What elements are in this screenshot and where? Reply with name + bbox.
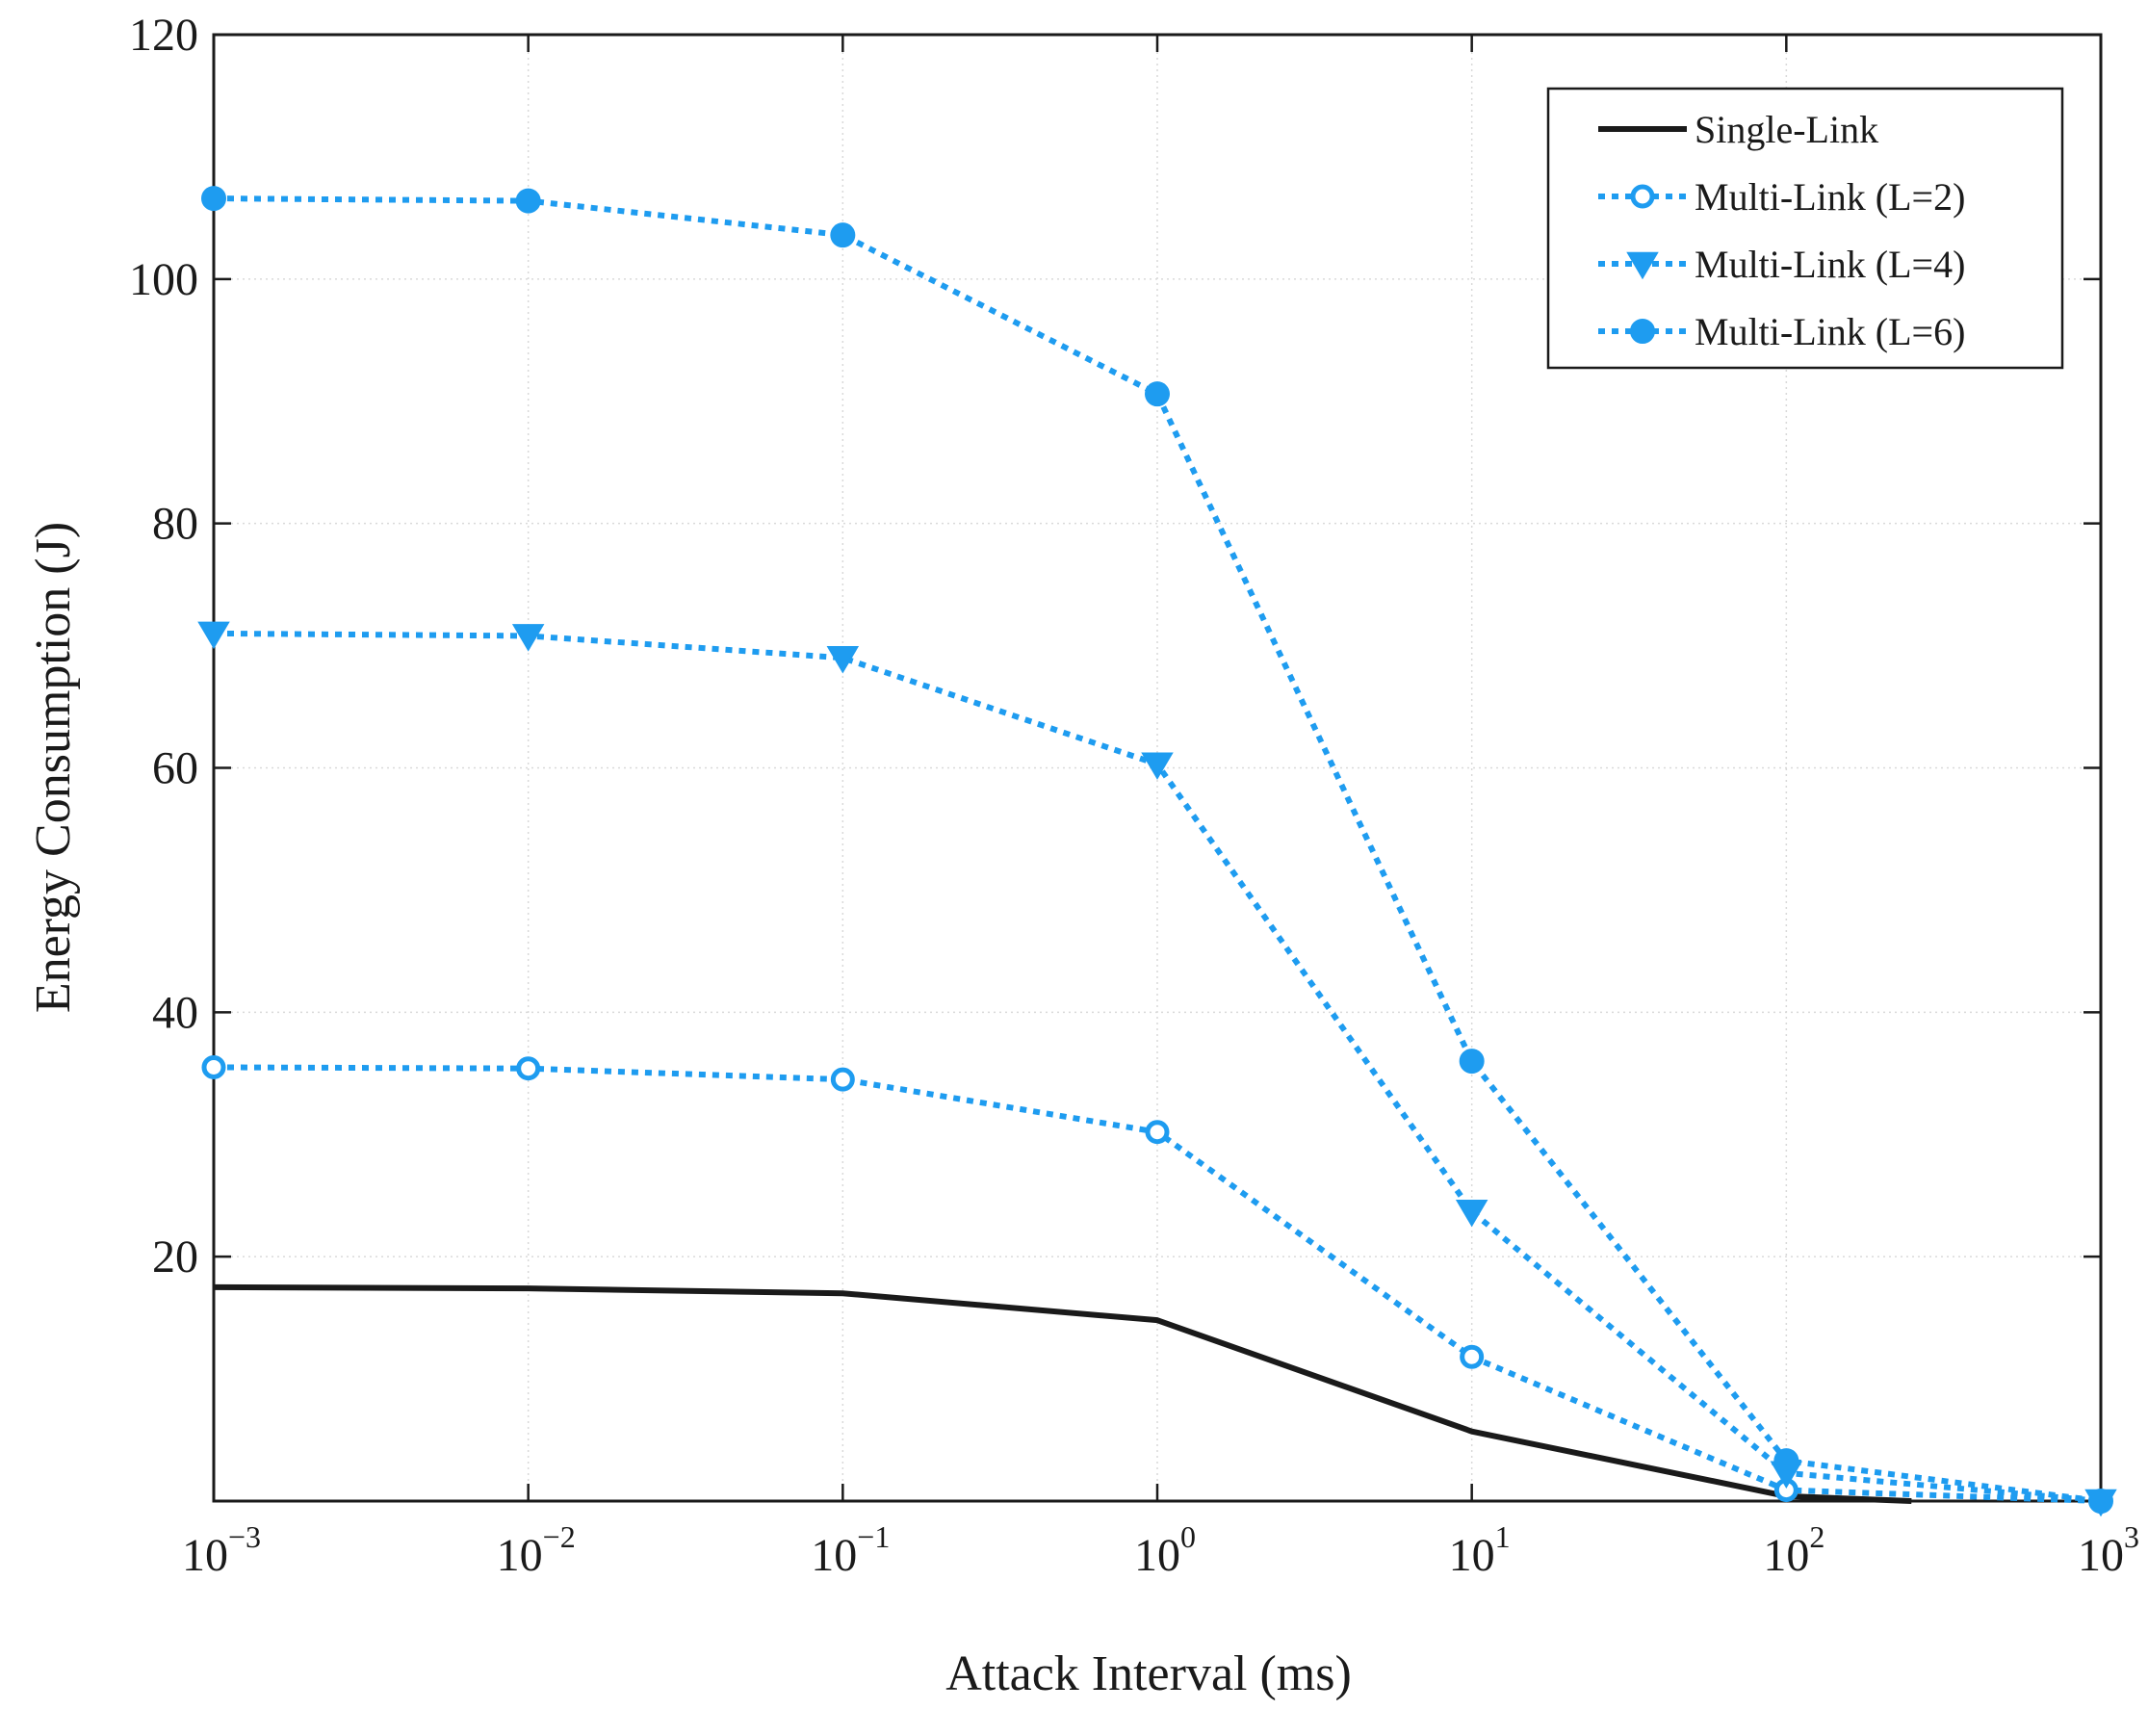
legend-entry: Multi-Link (L=6)	[1598, 310, 1965, 353]
legend-marker	[1630, 184, 1655, 209]
x-tick-label: 10−3	[182, 1519, 261, 1581]
data-point	[1459, 1049, 1485, 1075]
series-line	[213, 1283, 1912, 1504]
x-tick-label: 101	[1449, 1519, 1511, 1581]
x-tick-label: 100	[1134, 1519, 1196, 1581]
axis-ticks: 20 40 60 80 100 120 10−3 10−2 10−1 100 101 102 103	[129, 10, 2139, 1581]
legend-entry: Single-Link	[1598, 108, 1878, 151]
data-point	[515, 188, 541, 214]
data-point	[1145, 381, 1170, 407]
x-tick-label: 10−1	[811, 1519, 890, 1581]
legend-label: Multi-Link (L=2)	[1695, 175, 1965, 219]
data-point	[1460, 1344, 1485, 1369]
data-point	[511, 624, 545, 652]
series-1	[213, 1283, 1912, 1504]
data-point	[1773, 1448, 1799, 1474]
y-axis-title: Energy Consumption (J)	[26, 522, 81, 1013]
x-tick-label: 10−2	[497, 1519, 576, 1581]
legend-marker	[1630, 319, 1655, 344]
data-point	[201, 186, 226, 212]
legend-entry: Multi-Link (L=2)	[1598, 175, 1965, 219]
data-point	[1141, 752, 1174, 780]
data-point	[201, 1054, 226, 1079]
y-tick-label: 80	[152, 499, 198, 550]
data-point	[826, 646, 860, 674]
y-tick-label: 20	[152, 1231, 198, 1283]
data-point	[1145, 1120, 1170, 1145]
legend-box	[1546, 87, 2064, 370]
data-point	[2088, 1489, 2113, 1514]
data-series	[197, 186, 2117, 1517]
legend: Single-Link Multi-Link (L=2) Multi-Link (L…	[1546, 87, 2064, 370]
x-axis-title: Attack Interval (ms)	[945, 1646, 1352, 1701]
y-tick-label: 120	[129, 10, 198, 61]
legend-marker	[1626, 251, 1659, 280]
legend-entry: Multi-Link (L=4)	[1598, 243, 1965, 286]
x-tick-label: 103	[2078, 1519, 2139, 1581]
data-point	[830, 222, 856, 248]
legend-label: Multi-Link (L=4)	[1695, 243, 1965, 286]
y-tick-label: 60	[152, 743, 198, 794]
x-tick-label: 102	[1763, 1519, 1825, 1581]
data-point	[516, 1056, 541, 1081]
data-point	[830, 1067, 855, 1092]
data-point	[197, 621, 230, 650]
data-point	[1455, 1199, 1488, 1228]
y-tick-label: 100	[129, 254, 198, 305]
legend-label: Multi-Link (L=6)	[1695, 310, 1965, 353]
series-4	[201, 186, 2113, 1514]
y-tick-label: 40	[152, 987, 198, 1038]
legend-label: Single-Link	[1695, 108, 1878, 151]
